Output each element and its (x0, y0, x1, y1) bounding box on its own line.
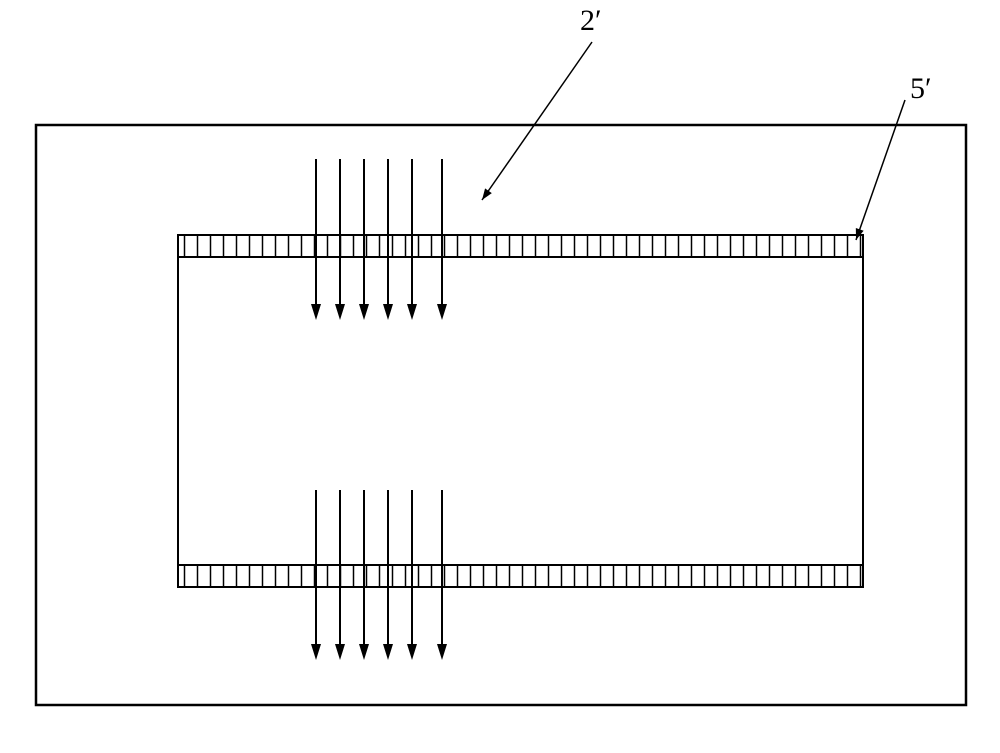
label-5prime: 5′ (910, 72, 932, 105)
hatched-band-bottom (178, 565, 863, 587)
outer-frame (36, 125, 966, 705)
diagram-canvas: 2′ 5′ (0, 0, 1000, 753)
label-2prime: 2′ (580, 4, 602, 37)
inner-rect (178, 235, 863, 587)
hatched-band-top (178, 235, 863, 257)
leader-line-5prime (856, 100, 905, 240)
leader-line-2prime (482, 42, 592, 200)
